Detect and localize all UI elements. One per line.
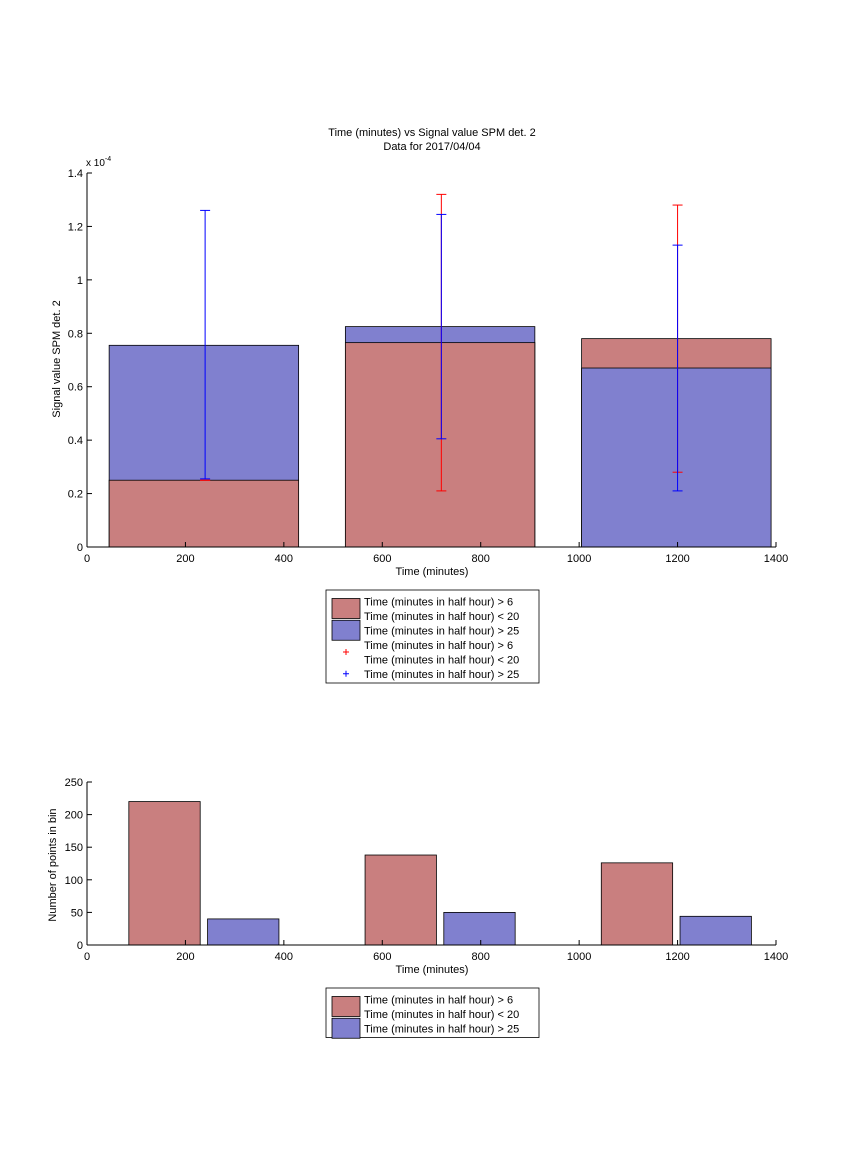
chart1-legend-label: Time (minutes in half hour) > 25 <box>364 626 519 638</box>
chart1-legend-label: Time (minutes in half hour) > 6 <box>364 640 513 652</box>
chart2-xlabel: Time (minutes) <box>396 964 469 976</box>
chart1-y-tick-label: 1.4 <box>68 168 83 180</box>
chart1-bar-blue-2 <box>581 367 772 548</box>
chart2-bar-blue-1 <box>207 918 280 946</box>
chart2-legend: Time (minutes in half hour) > 6 Time (min… <box>325 987 540 1039</box>
chart2-bar-red-2 <box>364 854 437 946</box>
chart1-x-tick-label: 1000 <box>567 553 591 565</box>
chart1-bar-red-1 <box>344 342 536 548</box>
chart2-y-tick-label: 50 <box>71 907 83 919</box>
chart1-xlabel: Time (minutes) <box>396 566 469 578</box>
chart2-x-tick-label: 1400 <box>764 951 788 963</box>
chart1-legend-label: Time (minutes in half hour) > 6 <box>364 597 513 609</box>
chart2-x-tick-label: 400 <box>275 951 293 963</box>
chart1-subtitle: Data for 2017/04/04 <box>383 141 480 153</box>
chart2-legend-label: Time (minutes in half hour) > 6 <box>364 995 513 1007</box>
chart2-bar-red-4 <box>600 862 674 946</box>
chart2-x-tick-label: 1000 <box>567 951 591 963</box>
chart1-ylabel: Signal value SPM det. 2 <box>51 300 63 417</box>
chart2-legend-swatch-blue <box>331 1017 361 1039</box>
chart2-x-tick-label: 800 <box>472 951 490 963</box>
chart1-y-tick-label: 1 <box>77 275 83 287</box>
chart1-x-tick-label: 200 <box>176 553 194 565</box>
chart1-y-tick-label: 1.2 <box>68 221 83 233</box>
chart1-x-tick-label: 800 <box>472 553 490 565</box>
chart2-y-tick-label: 150 <box>65 842 83 854</box>
chart1-legend-label: Time (minutes in half hour) < 20 <box>364 655 519 667</box>
chart1-y-tick-label: 0.8 <box>68 328 83 340</box>
chart2-legend-label: Time (minutes in half hour) < 20 <box>364 1009 519 1021</box>
chart2-y-tick-label: 0 <box>77 940 83 952</box>
chart1-y-exponent: x 10-4 <box>86 156 111 169</box>
chart2-ylabel: Number of points in bin <box>47 808 59 921</box>
chart1-legend-swatch-blue <box>331 619 361 641</box>
chart2-legend-box <box>325 987 540 1038</box>
chart1-plot: 0 200 400 600 800 1000 1200 1400 0 0.2 0.4 0.6 0.8 1 1… <box>68 168 789 565</box>
chart2-bar-blue-5 <box>679 915 752 946</box>
chart1-x-tick-label: 400 <box>275 553 293 565</box>
chart2-y-tick-label: 100 <box>65 875 83 887</box>
chart1-legend-swatch-red <box>331 598 361 619</box>
chart1-y-tick-label: 0.4 <box>68 435 83 447</box>
chart1-x-tick-label: 1400 <box>764 553 788 565</box>
chart1-x-tick-label: 1200 <box>665 553 689 565</box>
chart1-title: Time (minutes) vs Signal value SPM det. … <box>328 127 535 139</box>
chart2-legend-label: Time (minutes in half hour) > 25 <box>364 1024 519 1036</box>
chart2-x-tick-label: 0 <box>84 951 90 963</box>
chart1-legend-label: Time (minutes in half hour) < 20 <box>364 611 519 623</box>
chart2-x-tick-label: 1200 <box>665 951 689 963</box>
chart2-plot: 0 200 400 600 800 1000 1200 1400 0 50 100 150 200 250 <box>65 777 789 963</box>
chart1-y-tick-label: 0.2 <box>68 489 83 501</box>
chart2-y-tick-label: 200 <box>65 810 83 822</box>
chart1-y-tick-label: 0 <box>77 542 83 554</box>
chart1-y-tick-label: 0.6 <box>68 382 83 394</box>
chart2-x-tick-label: 600 <box>373 951 391 963</box>
chart1-legend-label: Time (minutes in half hour) > 25 <box>364 669 519 681</box>
chart2-bar-blue-3 <box>443 912 516 946</box>
chart2-legend-swatch-red <box>331 996 361 1017</box>
chart2-y-tick-label: 250 <box>65 777 83 789</box>
chart2-bar-red-0 <box>128 801 201 946</box>
chart1-x-tick-label: 0 <box>84 553 90 565</box>
chart1-bar-red-0 <box>108 479 300 548</box>
chart2-x-tick-label: 200 <box>176 951 194 963</box>
chart1-legend: Time (minutes in half hour) > 6 Time (min… <box>325 589 540 684</box>
chart1-legend-box <box>325 589 540 684</box>
chart1-x-tick-label: 600 <box>373 553 391 565</box>
